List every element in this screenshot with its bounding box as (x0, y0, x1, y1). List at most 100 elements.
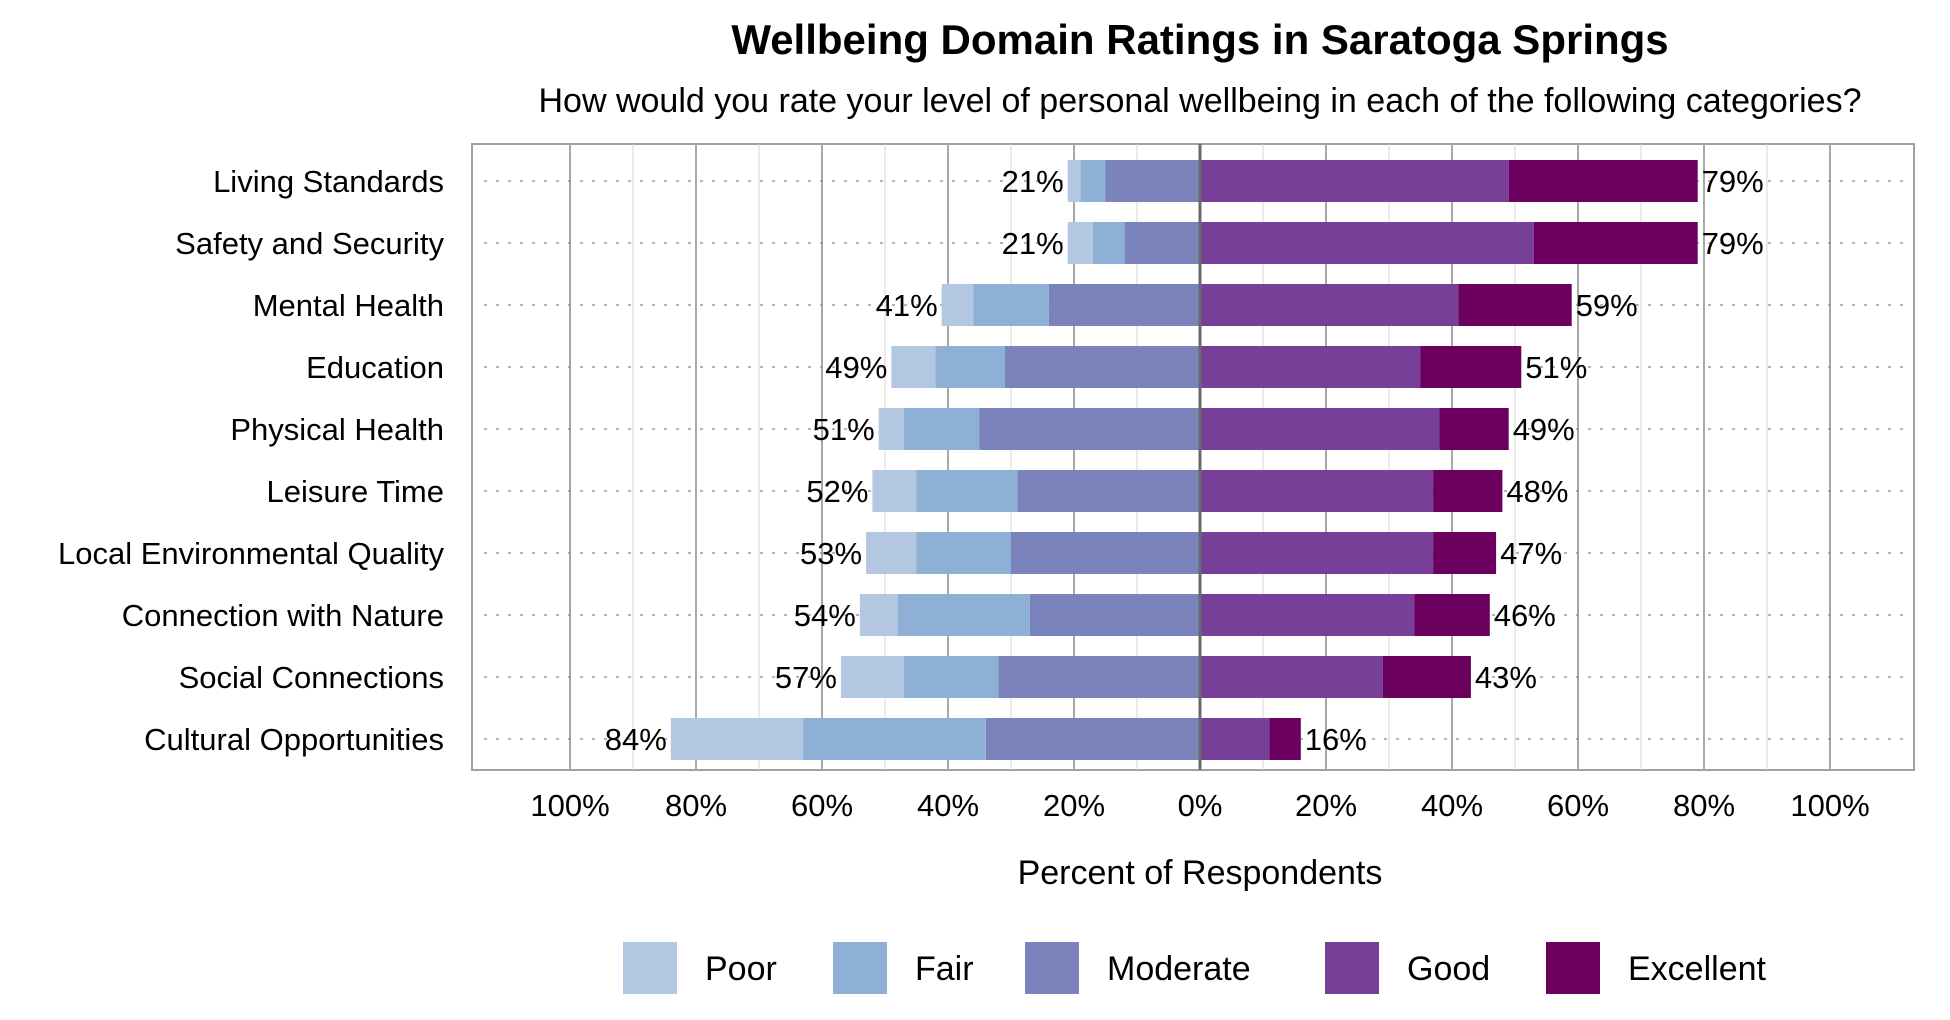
bar-excellent (1382, 656, 1471, 698)
negative-total-label: 21% (1002, 164, 1064, 199)
positive-total-label: 47% (1500, 536, 1562, 571)
negative-total-label: 53% (800, 536, 862, 571)
bar-good (1200, 656, 1383, 698)
bar-poor (1067, 160, 1081, 202)
bar-excellent (1420, 346, 1522, 388)
bar-moderate (1048, 284, 1200, 326)
chart-subtitle: How would you rate your level of persona… (539, 82, 1862, 120)
bar-excellent (1433, 470, 1503, 512)
bar-fair (903, 656, 999, 698)
category-label: Education (306, 350, 444, 385)
category-label: Local Environmental Quality (58, 536, 444, 571)
negative-total-label: 57% (775, 660, 837, 695)
x-tick-label: 100% (530, 788, 609, 823)
bar-poor (891, 346, 936, 388)
bar-excellent (1458, 284, 1572, 326)
legend: Poor Fair Moderate Good Excellent (623, 942, 1767, 994)
negative-total-label: 51% (813, 412, 875, 447)
negative-total-label: 54% (794, 598, 856, 633)
legend-swatch-good (1325, 942, 1379, 994)
x-tick-label: 20% (1043, 788, 1105, 823)
legend-label-excellent: Excellent (1628, 950, 1767, 988)
bar-moderate (1017, 470, 1200, 512)
bar-excellent (1533, 222, 1698, 264)
bar-moderate (1004, 346, 1200, 388)
category-label: Cultural Opportunities (144, 722, 444, 757)
bar-poor (872, 470, 917, 512)
bar-fair (973, 284, 1049, 326)
bar-fair (935, 346, 1005, 388)
category-label: Connection with Nature (122, 598, 444, 633)
category-label: Social Connections (179, 660, 444, 695)
bar-good (1200, 284, 1459, 326)
negative-total-label: 49% (825, 350, 887, 385)
bar-excellent (1439, 408, 1509, 450)
positive-total-label: 49% (1513, 412, 1575, 447)
legend-swatch-fair (833, 942, 887, 994)
bar-poor (941, 284, 974, 326)
legend-label-poor: Poor (705, 950, 777, 988)
plot-area-border (471, 143, 1915, 771)
bar-moderate (979, 408, 1200, 450)
x-axis-ticks: 100% 80% 60% 40% 20% 0% 20% 40% 60% 80% 100% (530, 788, 1869, 823)
bar-excellent (1433, 532, 1497, 574)
bar-moderate (1011, 532, 1200, 574)
bar-fair (916, 470, 1018, 512)
bar-good (1200, 408, 1440, 450)
legend-swatch-poor (623, 942, 677, 994)
bar-poor (840, 656, 904, 698)
bar-good (1200, 532, 1434, 574)
bar-moderate (985, 718, 1200, 760)
positive-total-label: 46% (1494, 598, 1556, 633)
category-label: Leisure Time (267, 474, 444, 509)
bar-good (1200, 594, 1415, 636)
legend-swatch-excellent (1546, 942, 1600, 994)
x-tick-label: 40% (1421, 788, 1483, 823)
positive-total-label: 43% (1475, 660, 1537, 695)
negative-total-label: 84% (605, 722, 667, 757)
bar-excellent (1508, 160, 1698, 202)
positive-total-label: 51% (1525, 350, 1587, 385)
bar-fair (803, 718, 986, 760)
bar-good (1200, 470, 1434, 512)
bar-fair (1080, 160, 1106, 202)
x-tick-label: 0% (1178, 788, 1223, 823)
data-labels: 21% 79% 21% 79% 41% 59% 49% 51% 51% 49% 52% 48% 53% 4… (605, 164, 1764, 757)
bar-excellent (1269, 718, 1301, 760)
category-label: Mental Health (253, 288, 444, 323)
category-label: Safety and Security (175, 226, 444, 261)
x-tick-label: 80% (1673, 788, 1735, 823)
legend-label-good: Good (1407, 950, 1490, 988)
category-labels: Living Standards Safety and Security Menta… (58, 164, 444, 757)
chart-title: Wellbeing Domain Ratings in Saratoga Spr… (731, 16, 1668, 63)
bar-poor (1067, 222, 1093, 264)
legend-label-moderate: Moderate (1107, 950, 1251, 988)
positive-total-label: 59% (1576, 288, 1638, 323)
x-tick-label: 60% (1547, 788, 1609, 823)
positive-total-label: 79% (1702, 226, 1764, 261)
bar-moderate (1029, 594, 1200, 636)
bar-fair (1092, 222, 1125, 264)
bar-poor (859, 594, 898, 636)
bar-fair (916, 532, 1011, 574)
bars (670, 160, 1698, 760)
category-label: Living Standards (213, 164, 444, 199)
positive-total-label: 48% (1506, 474, 1568, 509)
x-tick-label: 100% (1790, 788, 1869, 823)
bar-poor (670, 718, 804, 760)
bar-fair (903, 408, 980, 450)
x-tick-label: 60% (791, 788, 853, 823)
x-tick-label: 40% (917, 788, 979, 823)
negative-total-label: 21% (1002, 226, 1064, 261)
bar-poor (878, 408, 904, 450)
bar-excellent (1414, 594, 1490, 636)
bar-good (1200, 718, 1270, 760)
positive-total-label: 79% (1702, 164, 1764, 199)
bar-poor (866, 532, 917, 574)
x-tick-label: 20% (1295, 788, 1357, 823)
positive-total-label: 16% (1305, 722, 1367, 757)
bar-moderate (1105, 160, 1200, 202)
category-label: Physical Health (230, 412, 444, 447)
bar-fair (897, 594, 1030, 636)
